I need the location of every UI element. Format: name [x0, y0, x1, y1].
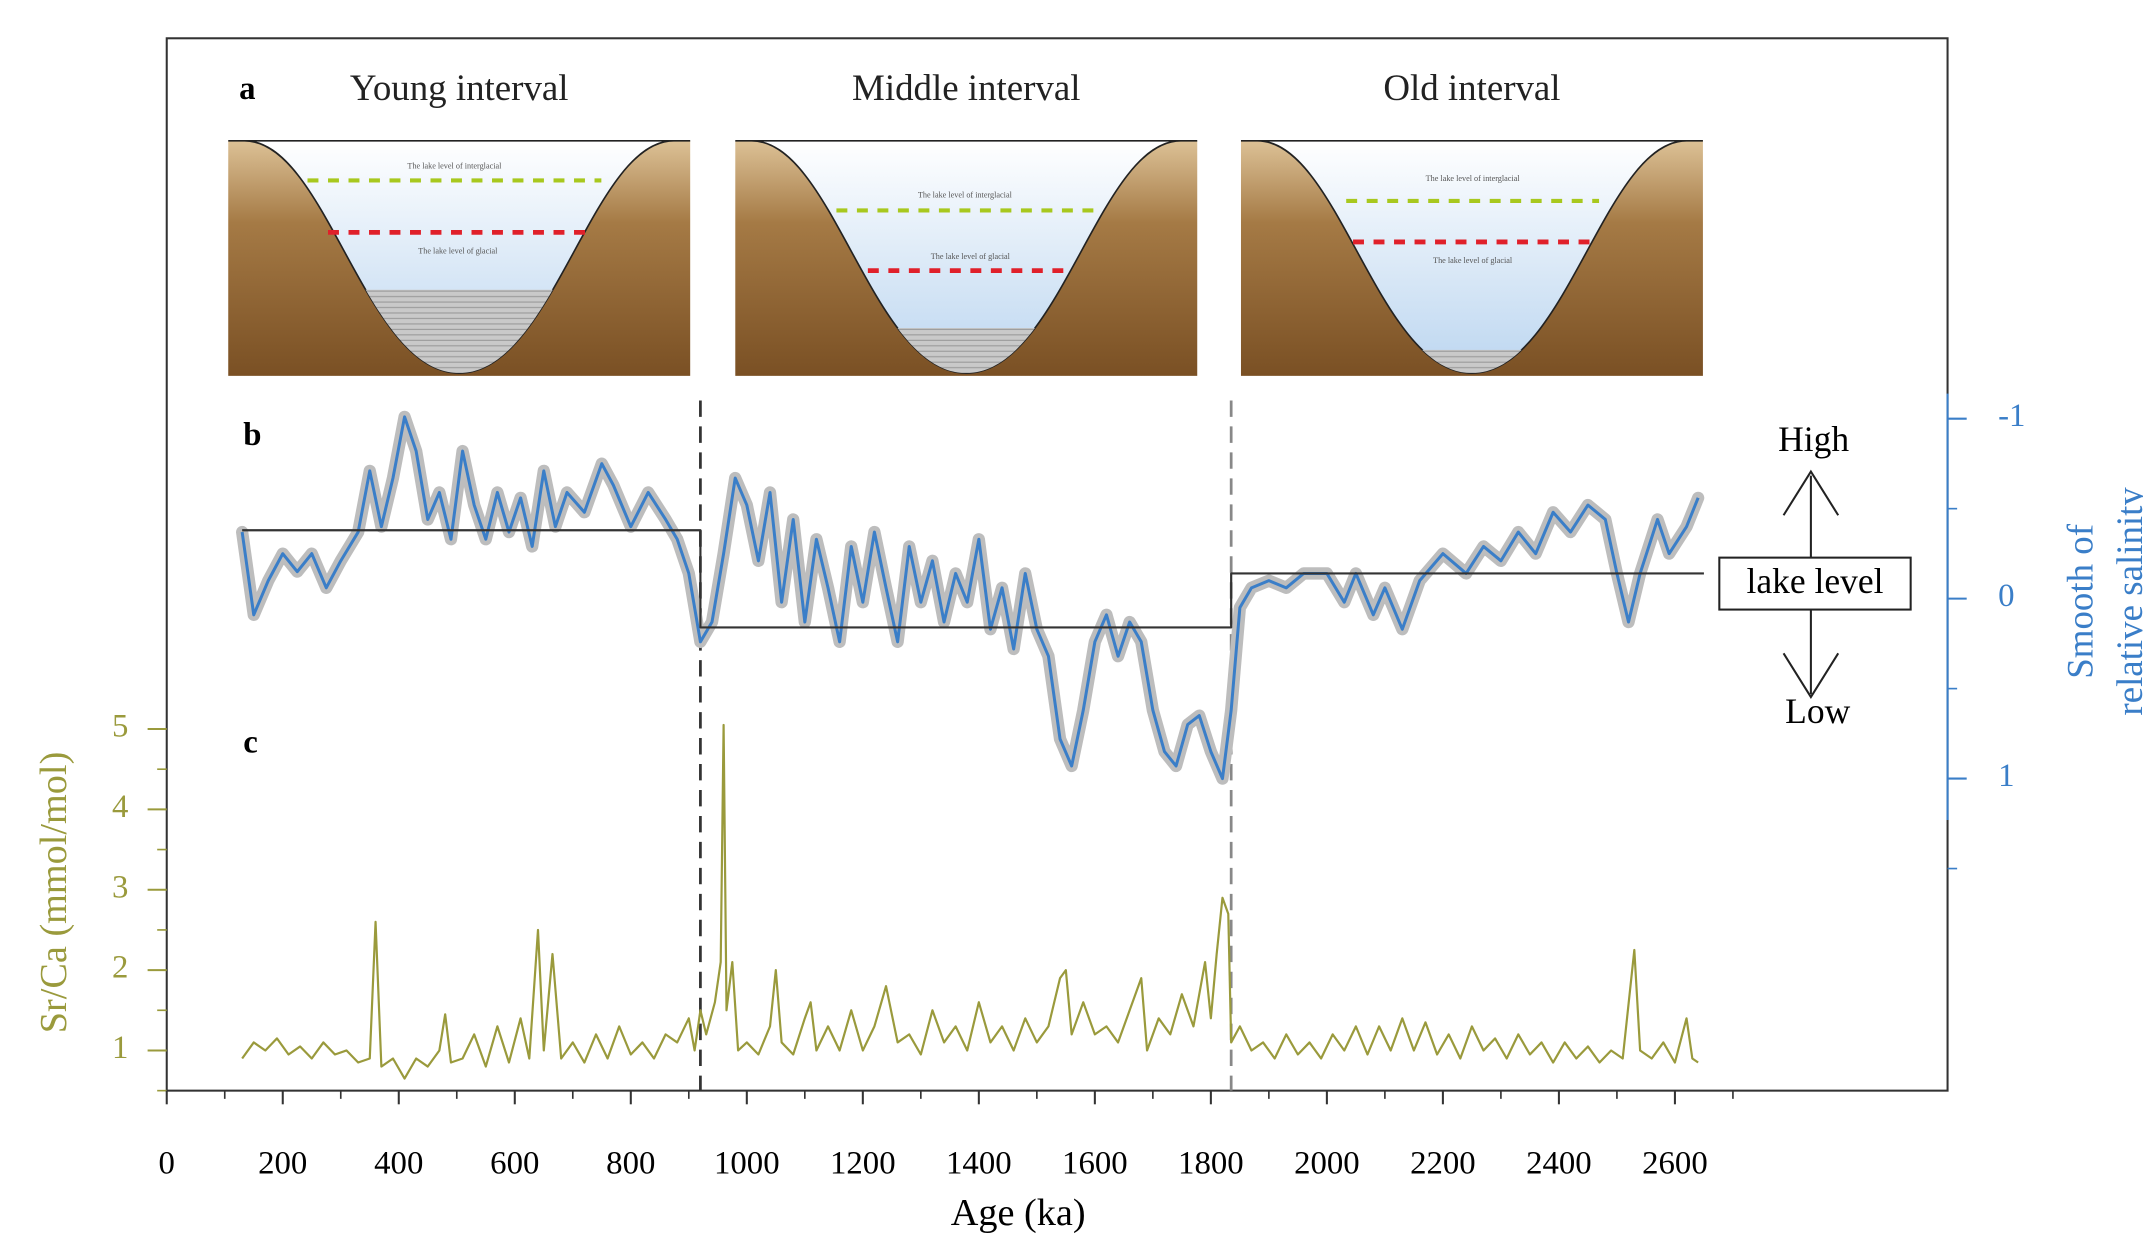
interglacial-note: The lake level of interglacial: [918, 190, 1013, 199]
annotation-center: lake level: [1746, 561, 1883, 601]
arrow-up: [1782, 469, 1840, 561]
y-tick-label: 1: [112, 1030, 128, 1066]
y-tick-label: 3: [112, 869, 128, 905]
annotation-high: High: [1778, 419, 1849, 459]
diagram-title: Young interval: [350, 67, 569, 108]
x-tick-label: 1200: [830, 1145, 896, 1181]
y2-axis-label: relative salinity: [2109, 487, 2143, 716]
panel-label: a: [239, 71, 255, 107]
annotation-low: Low: [1785, 691, 1850, 731]
x-tick-label: 1000: [714, 1145, 780, 1181]
panel-label: b: [243, 417, 261, 453]
interglacial-note: The lake level of interglacial: [407, 162, 502, 171]
x-tick-label: 0: [159, 1145, 175, 1181]
series-line: [242, 529, 1704, 629]
glacial-note: The lake level of glacial: [1433, 256, 1513, 265]
panel-label: c: [243, 724, 258, 760]
y2-axis-label: Smooth of: [2060, 523, 2101, 678]
x-tick-label: 2600: [1642, 1145, 1708, 1181]
y-tick-label: 2: [112, 950, 128, 986]
series-line: [240, 415, 1700, 781]
annotation-box: [1718, 556, 1912, 611]
y2-tick-label: 0: [1998, 578, 2014, 614]
x-tick-label: 600: [490, 1145, 539, 1181]
x-tick-label: 400: [374, 1145, 423, 1181]
x-tick-label: 2400: [1526, 1145, 1592, 1181]
arrow-down: [1782, 609, 1840, 699]
glacial-note: The lake level of glacial: [418, 246, 498, 255]
y-tick-label: 4: [112, 789, 128, 825]
x-tick-label: 2000: [1294, 1145, 1360, 1181]
x-tick-label: 1800: [1178, 1145, 1244, 1181]
x-tick-label: 800: [606, 1145, 655, 1181]
interglacial-note: The lake level of interglacial: [1426, 174, 1521, 183]
x-tick-label: 1400: [946, 1145, 1012, 1181]
series-line: [241, 723, 1699, 1080]
x-tick-label: 1600: [1062, 1145, 1128, 1181]
y2-tick-label: 1: [1998, 758, 2014, 794]
y-tick-label: 5: [112, 709, 128, 745]
y2-tick-label: -1: [1998, 398, 2025, 434]
x-tick-label: 2200: [1410, 1145, 1476, 1181]
glacial-note: The lake level of glacial: [931, 252, 1011, 261]
diagram-title: Old interval: [1383, 67, 1560, 108]
x-tick-label: 200: [258, 1145, 307, 1181]
diagram-title: Middle interval: [852, 67, 1080, 108]
x-axis-label: Age (ka): [951, 1192, 1086, 1234]
y-axis-label: Sr/Ca (mmol/mol): [33, 752, 75, 1034]
